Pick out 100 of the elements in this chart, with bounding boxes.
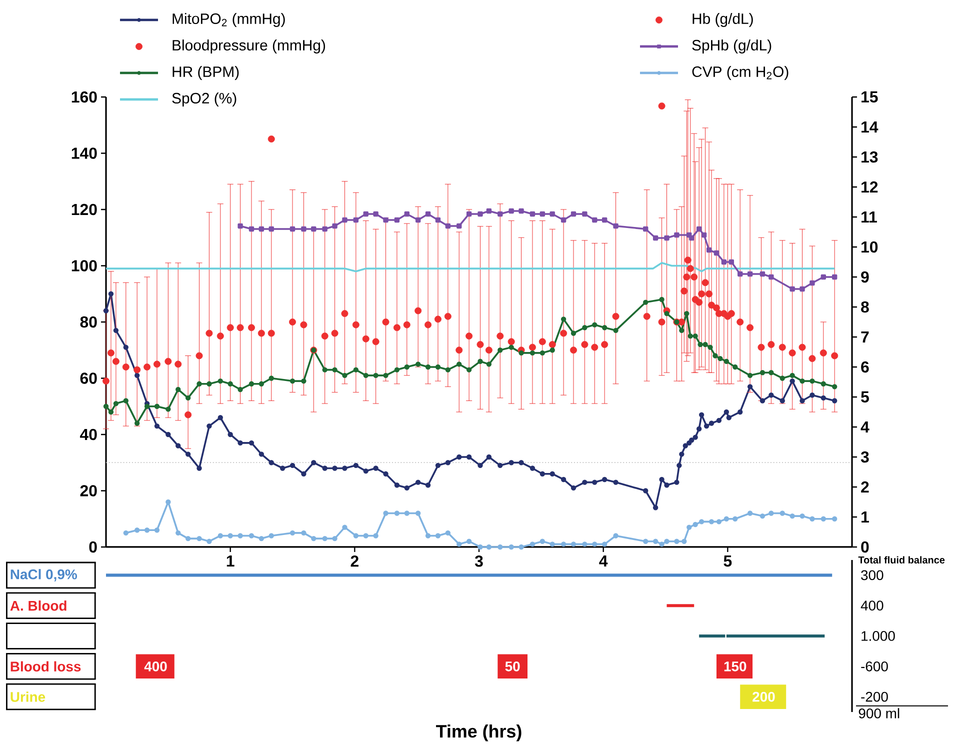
point	[332, 223, 338, 229]
y2-tick-label: 4	[860, 422, 870, 432]
y-tick-label: 80	[80, 316, 97, 328]
point	[425, 211, 431, 217]
annotation: 200	[752, 692, 775, 702]
point	[652, 235, 658, 241]
line-series	[105, 262, 836, 272]
y2-tick-label: 11	[862, 212, 877, 222]
point	[810, 280, 815, 286]
annotation: 400	[144, 661, 167, 672]
point	[747, 271, 753, 277]
point	[508, 208, 514, 214]
point	[478, 211, 483, 217]
y-tick-label: A. Blood	[10, 600, 66, 611]
point	[268, 135, 275, 142]
point	[342, 217, 348, 223]
x-tick-label: 1	[226, 556, 234, 566]
point	[383, 217, 388, 223]
point	[706, 247, 712, 253]
point	[760, 271, 766, 277]
legend-label: HR (BPM)	[172, 66, 239, 80]
point	[658, 102, 666, 110]
point	[363, 211, 368, 217]
legend-label: SpHb (g/dL)	[692, 40, 772, 54]
x-axis-title: Time (hrs)	[436, 724, 522, 742]
point	[498, 211, 503, 217]
legend-label: MitoPO$_{2}$ (mmHg)	[172, 13, 285, 27]
y2-tick-label: 13	[862, 151, 878, 163]
point	[530, 211, 536, 217]
point	[701, 232, 707, 238]
legend-label: CVP (cm H$_{2}$O)	[692, 66, 788, 80]
text: 300	[861, 570, 884, 580]
y2-tick-label: 7	[861, 332, 869, 342]
text: -600	[861, 661, 888, 672]
y2-tick-label: 1	[862, 512, 869, 522]
x-tick-label: 5	[724, 556, 732, 567]
point	[353, 217, 359, 223]
point	[592, 217, 598, 223]
legend-label: Hb (g/dL)	[692, 13, 753, 27]
y-tick-label: 40	[80, 428, 97, 440]
y2-tick-label: 9	[861, 271, 869, 283]
y-tick-label: 60	[80, 372, 97, 384]
text: Total fluid balance	[858, 556, 945, 564]
point	[820, 274, 826, 280]
point	[582, 211, 588, 217]
text: 1.000	[862, 631, 895, 641]
text: 900 ml	[858, 708, 900, 718]
point	[518, 208, 524, 214]
x-tick-label: 2	[350, 556, 358, 567]
point	[643, 226, 648, 232]
point	[728, 259, 734, 265]
point	[832, 274, 838, 280]
text: -200	[861, 692, 888, 702]
y2-tick-label: 14	[862, 121, 878, 132]
point	[248, 226, 254, 232]
y2-tick-label: 0	[861, 541, 869, 553]
point	[800, 286, 805, 292]
point	[404, 211, 410, 217]
point	[445, 223, 451, 229]
point	[394, 217, 400, 223]
annotation: 150	[724, 661, 746, 672]
y2-tick-label: 2	[861, 481, 869, 493]
text: 400	[860, 600, 884, 611]
y-tick-label: Urine	[10, 692, 46, 702]
y-tick-label: 100	[72, 260, 97, 272]
x-tick-label: 4	[599, 556, 608, 566]
point	[311, 226, 316, 232]
point	[456, 223, 462, 229]
y-tick-label: NaCl 0,9%	[10, 569, 77, 582]
point	[258, 226, 264, 232]
y2-tick-label: 6	[861, 361, 869, 373]
point	[435, 217, 441, 223]
y2-tick-label: 10	[862, 241, 878, 253]
point	[415, 217, 421, 223]
point	[238, 223, 243, 229]
point	[301, 226, 306, 232]
point	[290, 226, 296, 232]
y-tick-label: 120	[72, 204, 97, 216]
y-tick-label: 0	[89, 541, 97, 553]
annotation: 50	[505, 661, 520, 672]
point	[466, 211, 472, 217]
y2-tick-label: 15	[862, 91, 878, 103]
point	[790, 286, 795, 292]
y-tick-label: Blood loss	[10, 661, 81, 672]
point	[689, 235, 694, 241]
y2-tick-label: 3	[860, 451, 869, 463]
point	[768, 274, 774, 280]
y-tick-label: 160	[72, 91, 97, 103]
y2-tick-label: 8	[861, 301, 869, 313]
point	[486, 208, 492, 214]
y2-tick-label: 5	[861, 391, 869, 403]
y-tick-label: 20	[80, 485, 97, 496]
point	[373, 211, 378, 217]
point	[738, 271, 743, 277]
point	[322, 226, 328, 232]
point	[550, 211, 555, 217]
x-tick-label: 3	[474, 556, 483, 567]
point	[540, 211, 546, 217]
point	[721, 259, 727, 265]
y-tick-label: 140	[72, 148, 97, 159]
